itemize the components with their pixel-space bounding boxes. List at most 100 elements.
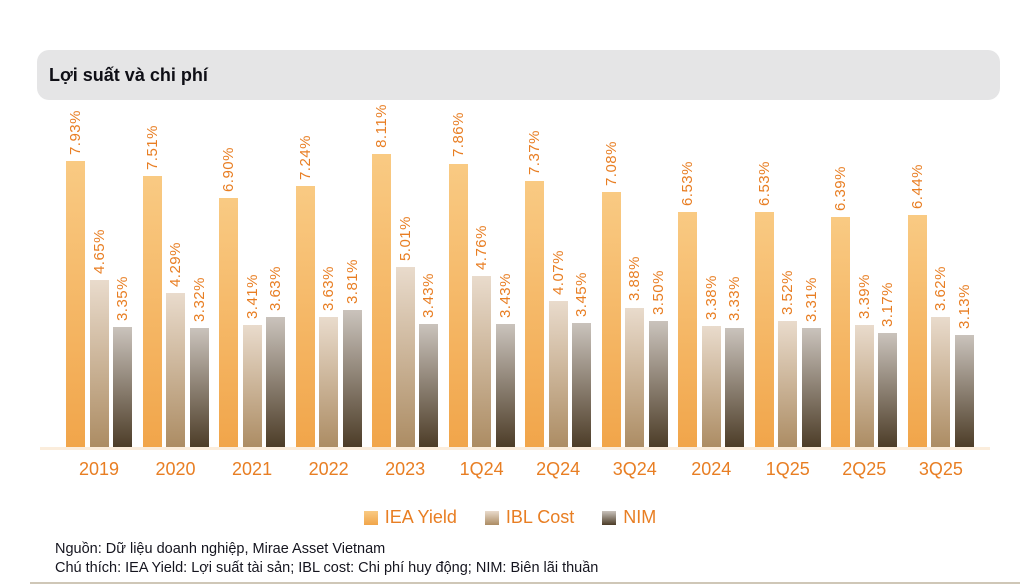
- bar-group-2022: 7.24% 3.63% 3.81%: [295, 100, 362, 448]
- x-axis-label-2024: 2024: [691, 459, 732, 479]
- bottom-divider: [30, 582, 1020, 584]
- bar-ibl-cost: [89, 279, 109, 448]
- bar-nim: [878, 333, 898, 448]
- bar-cell-iea-yield: 6.53%: [754, 160, 774, 448]
- bar-nim: [113, 326, 132, 448]
- x-axis-labels: 2019 2020 2021 2022 2023 1Q24 2Q24 3Q24 2024 1Q25…: [66, 459, 974, 480]
- bar-cell-ibl-cost: 3.38%: [701, 275, 721, 448]
- bar-cell-ibl-cost: 4.29%: [166, 241, 186, 448]
- bar-ibl-cost: [625, 307, 645, 448]
- bar-cell-nim: 3.45%: [572, 272, 592, 448]
- bar-nim: [342, 310, 362, 448]
- value-label-ibl-cost: 3.39%: [855, 274, 873, 320]
- bar-iea-yield: [219, 198, 239, 448]
- bar-cell-nim: 3.43%: [495, 273, 515, 448]
- bar-cell-iea-yield: 7.93%: [66, 110, 85, 448]
- bar-iea-yield: [831, 216, 851, 448]
- source-note: Nguồn: Dữ liệu doanh nghiệp, Mirae Asset…: [55, 541, 386, 557]
- bar-cell-ibl-cost: 3.88%: [625, 256, 645, 448]
- value-label-nim: 3.63%: [267, 265, 285, 311]
- bar-group-3q25: 6.44% 3.62% 3.13%: [907, 100, 974, 448]
- legend-swatch-nim: [602, 510, 617, 525]
- legend-item-nim: NIM: [602, 507, 656, 528]
- bar-cell-ibl-cost: 4.07%: [548, 249, 568, 448]
- legend-item-iea-yield: IEA Yield: [363, 507, 457, 528]
- bar-ibl-cost: [395, 266, 415, 448]
- value-label-nim: 3.17%: [879, 282, 897, 328]
- value-label-nim: 3.33%: [726, 276, 744, 322]
- bar-group-2q25: 6.39% 3.39% 3.17%: [831, 100, 898, 448]
- value-label-iea-yield: 7.51%: [143, 125, 161, 171]
- legend-label-iea-yield: IEA Yield: [384, 507, 457, 527]
- bar-cell-iea-yield: 7.86%: [448, 112, 468, 448]
- bar-cell-iea-yield: 6.39%: [831, 165, 851, 448]
- value-label-iea-yield: 6.44%: [908, 163, 926, 209]
- bar-ibl-cost: [472, 275, 492, 448]
- bar-cell-nim: 3.31%: [801, 277, 821, 448]
- bar-iea-yield: [525, 181, 545, 448]
- bar-group-1q25: 6.53% 3.52% 3.31%: [754, 100, 821, 448]
- bar-cell-ibl-cost: 3.62%: [931, 266, 951, 448]
- legend-label-ibl-cost: IBL Cost: [505, 507, 575, 527]
- value-label-iea-yield: 6.39%: [832, 165, 850, 211]
- bar-cell-nim: 3.17%: [878, 282, 898, 448]
- bar-ibl-cost: [778, 320, 798, 448]
- value-label-iea-yield: 7.24%: [296, 134, 314, 180]
- bar-cell-nim: 3.35%: [113, 276, 132, 448]
- bar-iea-yield: [678, 211, 698, 448]
- value-label-iea-yield: 6.90%: [220, 147, 238, 193]
- value-label-ibl-cost: 3.52%: [779, 269, 797, 315]
- value-label-ibl-cost: 4.29%: [167, 241, 185, 287]
- bar-iea-yield: [142, 176, 162, 448]
- value-label-nim: 3.43%: [420, 272, 438, 318]
- x-axis-label-1q24: 1Q24: [459, 459, 504, 479]
- bar-cell-nim: 3.81%: [342, 259, 362, 448]
- bar-nim: [266, 316, 286, 448]
- bar-chart-plot-area: 7.93% 4.65% 3.35% 7.51% 4.29% 3.32% 6.90% 3.41%…: [66, 100, 974, 448]
- legend-swatch-iea-yield: [363, 510, 378, 525]
- bar-group-2023: 8.11% 5.01% 3.43%: [372, 100, 439, 448]
- bar-iea-yield: [754, 211, 774, 448]
- bar-nim: [419, 323, 439, 448]
- x-axis-label-3q25: 3Q25: [918, 459, 963, 479]
- bar-group-1q24: 7.86% 4.76% 3.43%: [448, 100, 515, 448]
- value-label-nim: 3.35%: [114, 275, 131, 321]
- value-label-ibl-cost: 3.41%: [243, 273, 261, 319]
- x-axis-label-2q24: 2Q24: [536, 459, 581, 479]
- x-axis-label-2019: 2019: [78, 459, 120, 479]
- value-label-ibl-cost: 3.63%: [320, 265, 338, 311]
- bar-cell-ibl-cost: 4.76%: [472, 225, 492, 448]
- bar-nim: [648, 321, 668, 448]
- bar-ibl-cost: [931, 317, 951, 448]
- bar-iea-yield: [372, 154, 392, 448]
- value-label-iea-yield: 6.53%: [755, 160, 773, 206]
- bar-cell-nim: 3.63%: [266, 265, 286, 448]
- abbreviation-note: Chú thích: IEA Yield: Lợi suất tài sản; …: [55, 560, 599, 576]
- value-label-ibl-cost: 4.07%: [549, 249, 567, 295]
- bar-cell-nim: 3.43%: [419, 272, 439, 448]
- x-axis-label-2q25: 2Q25: [842, 459, 887, 479]
- bar-nim: [801, 328, 821, 448]
- bar-group-2021: 6.90% 3.41% 3.63%: [219, 100, 286, 448]
- bar-cell-nim: 3.13%: [954, 283, 974, 448]
- value-label-nim: 3.50%: [649, 270, 667, 316]
- bar-group-2024: 6.53% 3.38% 3.33%: [678, 100, 745, 448]
- value-label-nim: 3.32%: [190, 276, 208, 322]
- chart-footnotes: Nguồn: Dữ liệu doanh nghiệp, Mirae Asset…: [55, 540, 598, 578]
- legend-swatch-ibl-cost: [484, 510, 499, 525]
- bar-cell-ibl-cost: 5.01%: [395, 216, 415, 448]
- value-label-nim: 3.13%: [955, 283, 973, 329]
- bar-cell-ibl-cost: 3.52%: [778, 269, 798, 448]
- bar-iea-yield: [66, 160, 85, 448]
- legend-item-ibl-cost: IBL Cost: [484, 507, 575, 528]
- value-label-nim: 3.31%: [802, 277, 820, 323]
- bar-nim: [495, 323, 515, 448]
- bar-iea-yield: [601, 191, 621, 448]
- x-axis-baseline: [40, 447, 990, 450]
- value-label-iea-yield: 7.86%: [449, 112, 467, 158]
- x-axis-label-1q25: 1Q25: [765, 459, 810, 479]
- value-label-iea-yield: 6.53%: [679, 160, 697, 206]
- bar-group-2019: 7.93% 4.65% 3.35%: [66, 100, 132, 448]
- value-label-ibl-cost: 4.65%: [90, 228, 108, 274]
